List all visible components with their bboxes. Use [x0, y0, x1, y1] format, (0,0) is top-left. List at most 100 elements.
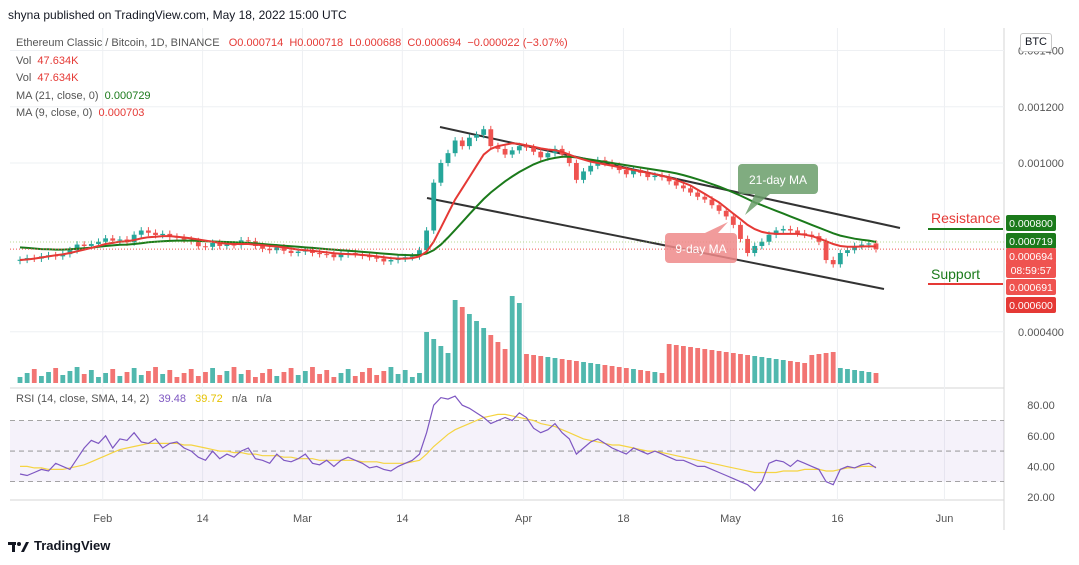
volume-bar	[17, 377, 23, 383]
ma21-callout-text: 21-day MA	[749, 173, 807, 187]
volume-bar	[302, 371, 308, 383]
candle-body	[516, 146, 522, 151]
candle-body	[745, 238, 750, 253]
volume-bar	[459, 307, 465, 383]
volume-bar	[645, 371, 651, 383]
volume-bar	[195, 376, 201, 383]
tradingview-logo[interactable]: TradingView	[8, 538, 110, 553]
candle-body	[859, 244, 865, 246]
candle-body	[203, 246, 208, 248]
volume-bar	[823, 353, 829, 383]
volume-bar	[566, 360, 572, 383]
currency-button[interactable]: BTC	[1020, 33, 1052, 52]
legend-vol-2[interactable]: Vol 47.634K	[16, 72, 79, 84]
x-tick-label: 16	[831, 513, 843, 525]
volume-bar	[74, 367, 80, 383]
volume-bar	[345, 369, 351, 383]
volume-bar	[709, 350, 715, 383]
legend-ma21[interactable]: MA (21, close, 0) 0.000729	[16, 89, 151, 102]
rsi-line	[19, 395, 877, 492]
candle-body	[381, 258, 387, 262]
volume-bar	[167, 370, 173, 383]
volume-bar	[616, 367, 622, 383]
candle-body	[652, 175, 658, 178]
candle-body	[773, 230, 779, 235]
volume-bar	[81, 374, 87, 383]
ma9-line	[19, 142, 877, 261]
candle-body	[267, 248, 273, 251]
volume-bar	[324, 370, 330, 383]
candle-body	[723, 210, 729, 217]
y-tick-label: 0.001200	[1018, 102, 1064, 114]
candle-body	[117, 239, 123, 241]
volume-bar	[317, 374, 322, 383]
y-tick-label: 0.000400	[1018, 327, 1064, 339]
candle-body	[374, 257, 380, 259]
volume-bar	[495, 342, 501, 383]
candle-body	[388, 260, 394, 262]
volume-bar	[780, 360, 786, 383]
volume-bar	[431, 339, 437, 383]
candle-body	[274, 247, 280, 251]
volume-bar	[274, 376, 280, 383]
legend-vol-1[interactable]: Vol 47.634K	[16, 54, 79, 67]
candle-body	[709, 199, 715, 206]
candle-body	[195, 241, 201, 247]
volume-bar	[795, 362, 800, 383]
price-tag-text: 0.000719	[1009, 236, 1053, 248]
volume-bar	[738, 354, 743, 383]
volume-bar	[574, 361, 579, 383]
volume-bar	[438, 346, 444, 383]
volume-bar	[673, 345, 679, 383]
candle-body	[716, 205, 722, 211]
candle-body	[566, 154, 572, 163]
symbol-title[interactable]: Ethereum Classic / Bitcoin, 1D, BINANCE	[16, 37, 220, 49]
volume-bar	[552, 358, 558, 383]
candle-body	[837, 253, 843, 265]
candle-body	[688, 188, 693, 193]
candle-body	[260, 245, 265, 249]
volume-bar	[67, 371, 73, 383]
volume-bar	[31, 369, 37, 383]
volume-bar	[131, 368, 137, 383]
candle-body	[146, 230, 151, 233]
candle-body	[445, 153, 451, 163]
volume-bar	[153, 367, 158, 383]
candle-body	[823, 241, 829, 261]
volume-bar	[759, 357, 765, 383]
volume-bar	[837, 368, 843, 383]
candle-body	[581, 171, 586, 180]
candle-body	[459, 140, 465, 147]
volume-bar	[845, 369, 850, 383]
candle-body	[538, 151, 544, 158]
ohlc-close: C0.000694	[407, 37, 462, 49]
axes: 0.0014000.0012000.0010000.000400Feb14Mar…	[93, 46, 1064, 526]
price-tag-bg	[1006, 279, 1056, 295]
candle-body	[481, 129, 487, 135]
volume-bar	[46, 372, 51, 383]
volume-bar	[524, 354, 529, 383]
candle-body	[288, 250, 294, 253]
candle-body	[438, 163, 444, 183]
volume-bar	[288, 368, 294, 383]
volume-bar	[688, 347, 693, 383]
volume-bar	[181, 373, 187, 383]
volume-bar	[516, 303, 522, 383]
ohlc-open: O0.000714	[228, 37, 284, 49]
legend-ma9[interactable]: MA (9, close, 0) 0.000703	[16, 107, 145, 119]
volume-bar	[766, 358, 772, 383]
candle-body	[131, 234, 137, 243]
volume-bar	[224, 371, 230, 383]
volume-bar	[295, 375, 301, 383]
volume-bar	[60, 375, 66, 383]
candle-body	[367, 255, 372, 258]
candle-body	[160, 233, 166, 235]
rsi-legend[interactable]: RSI (14, close, SMA, 14, 2) 39.48 39.72 …	[16, 393, 272, 405]
x-tick-label: 14	[196, 513, 208, 525]
candle-body	[452, 140, 458, 154]
volume-bar	[253, 377, 258, 383]
volume-bar	[231, 367, 237, 383]
candle-body	[795, 230, 800, 234]
candle-body	[738, 224, 743, 239]
